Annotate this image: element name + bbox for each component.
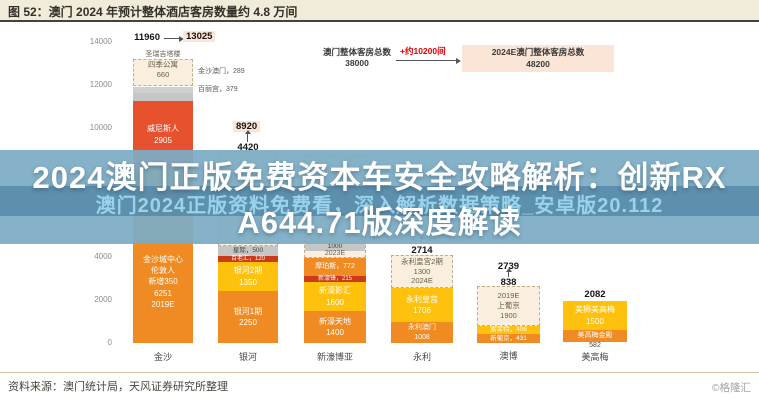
total-arrow (396, 57, 461, 64)
segment-venetian-value: 2905 (154, 135, 172, 145)
wynn-planned-label: 永利皇宫2期 (401, 256, 443, 266)
overlay-title-line2: A644.71版深度解读 (237, 205, 522, 240)
segment-studio-city-value: 1600 (326, 297, 344, 307)
footer-divider (0, 372, 759, 373)
total-current-value: 38000 (345, 58, 369, 69)
segment-galaxy-p2: 银河2期 1350 (218, 262, 278, 291)
segment-city-of-dreams-label: 新濠天地 (319, 316, 351, 326)
sjm-planned-segment: 2019E 上葡京 1900 (477, 286, 540, 326)
total-current: 澳门整体客房总数 38000 (318, 47, 396, 69)
overlay-title-line1: 2024澳门正版免费资本车安全攻略解析：创新RX (32, 160, 727, 195)
segment-mgm-cotai-label: 美狮美高梅 (575, 305, 615, 315)
category-mgm: 美高梅 (581, 352, 609, 362)
total-current-label: 澳门整体客房总数 (322, 47, 391, 57)
overlay-subtitle: 澳门2024正版资料免费看，深入解析数据策略_安卓版20.112 (95, 195, 664, 217)
segment-city-of-dreams-value: 1400 (326, 328, 344, 337)
category-wynn: 永利 (412, 352, 431, 362)
segment-sands-cotai-line1: 金沙城中心 (143, 255, 183, 264)
galaxy-growth-arrow (244, 130, 251, 142)
segment-studio-city-label: 新濠影汇 (319, 286, 351, 296)
overlay-band-stripe (0, 186, 759, 216)
category-melco: 新濠博亚 (316, 352, 353, 362)
segment-plaza (133, 93, 193, 101)
galaxy-future-total: 8920 (233, 121, 261, 132)
segment-galaxy-p2-value: 1350 (239, 277, 257, 287)
total-delta: +约10200间 (400, 46, 446, 56)
segment-studio-city: 新濠影汇 1600 (304, 282, 366, 311)
segment-mgm-macau-value: 582 (589, 342, 601, 349)
segment-wynn-palace-value: 1706 (413, 306, 431, 315)
segment-sands-cotai-line2: 伦敦人 (151, 266, 175, 276)
sands-side-label-1: 金沙澳门，289 (198, 68, 245, 75)
sjm-planned-value: 1900 (500, 310, 517, 320)
sjm-planned-label: 上葡京 (497, 301, 520, 311)
melco-planned-value: 1000 (305, 243, 365, 251)
sands-planned-note: 圣瑞吉塔楼 (145, 51, 181, 58)
segment-morpheus: 摩珀斯，772 (304, 258, 366, 276)
wynn-planned-segment: 永利皇宫2期 1300 2024E (391, 255, 453, 288)
segment-mgm-cotai: 美狮美高梅 1500 (563, 301, 627, 330)
segment-altira: 新濠锋，215 (304, 276, 366, 282)
watermark: ©格隆汇 (711, 382, 751, 394)
galaxy-current-total: 4420 (237, 142, 259, 153)
segment-wynn-macau-value: 1008 (414, 333, 430, 341)
mgm-current-total: 2082 (584, 289, 606, 300)
sjm-planned-year: 2019E (497, 291, 520, 301)
total-future: 2024E澳门整体客房总数 48200 (462, 45, 614, 72)
segment-starworld: 星际，500 (218, 246, 278, 256)
sands-planned-value: 660 (156, 69, 170, 79)
segment-galaxy-p1-label: 银河1期 (233, 306, 263, 316)
segment-galaxy-p2-label: 银河2期 (233, 266, 263, 276)
category-sjm: 澳博 (499, 351, 518, 361)
source-note: 资料来源：澳门统计局，天风证券研究所整理 (8, 381, 228, 393)
sands-planned-segment: 四季公寓 660 (133, 59, 193, 86)
y-tick-14000: 14000 (89, 37, 112, 46)
total-future-value: 48200 (526, 58, 550, 69)
sands-current-total: 11960 (134, 32, 160, 43)
segment-wynn-palace-label: 永利皇宫 (406, 294, 438, 304)
sands-side-label-2: 百丽宫，379 (198, 86, 238, 93)
segment-sands-macao (133, 87, 193, 93)
segment-galaxy-p1-value: 2250 (239, 318, 257, 327)
segment-wynn-macau: 永利澳门 1008 (391, 322, 453, 343)
segment-mgm-cotai-value: 1500 (586, 316, 604, 326)
wynn-current-total: 2714 (411, 245, 433, 256)
segment-sofitel: 索菲特，406 (477, 326, 540, 334)
sands-planned-label: 四季公寓 (148, 60, 178, 69)
sjm-current-total: 838 (500, 277, 517, 288)
segment-broadway: 百老汇，120 (218, 256, 278, 262)
total-future-label: 2024E澳门整体客房总数 (491, 47, 585, 58)
figure-header: 图 52：澳门 2024 年预计整体酒店客房数量约 4.8 万间 (0, 0, 759, 22)
y-tick-4000: 4000 (94, 252, 112, 261)
segment-wynn-macau-label: 永利澳门 (408, 324, 436, 332)
segment-city-of-dreams: 新濠天地 1400 (304, 311, 366, 343)
category-galaxy: 银河 (238, 352, 257, 362)
y-tick-12000: 12000 (89, 80, 112, 89)
segment-wynn-palace: 永利皇宫 1706 (391, 288, 453, 322)
segment-venetian-label: 威尼斯人 (147, 124, 179, 134)
y-tick-2000: 2000 (94, 295, 112, 304)
category-sands: 金沙 (153, 352, 172, 362)
segment-galaxy-p1: 银河1期 2250 (218, 291, 278, 343)
melco-planned-year: 2023E (324, 250, 346, 257)
y-tick-0: 0 (107, 338, 112, 347)
y-tick-10000: 10000 (89, 123, 112, 132)
sjm-future-total: 2739 (497, 261, 520, 272)
sands-growth-arrow (164, 35, 184, 42)
segment-sands-cotai-line4: 6251 (154, 288, 172, 298)
segment-grand-lisboa: 新葡京，431 (477, 334, 540, 343)
wynn-planned-year: 2024E (411, 276, 433, 286)
sands-future-total: 13025 (183, 31, 216, 42)
segment-mgm-macau: 美高梅金殿 (563, 330, 627, 342)
segment-sands-cotai-line3: 新增350 (148, 277, 178, 287)
segment-sands-cotai-line5: 2019E (151, 299, 175, 309)
sjm-growth-arrow (505, 268, 512, 277)
wynn-planned-value: 1300 (413, 266, 431, 276)
figure-title: 图 52：澳门 2024 年预计整体酒店客房数量约 4.8 万间 (8, 5, 298, 19)
